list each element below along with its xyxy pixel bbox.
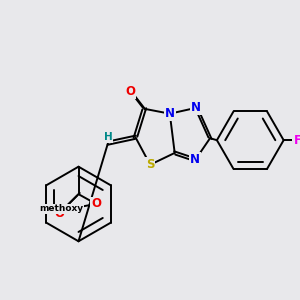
- Text: O: O: [54, 207, 64, 220]
- Text: H: H: [103, 132, 112, 142]
- Text: O: O: [125, 85, 136, 98]
- Text: O: O: [91, 197, 101, 211]
- Text: N: N: [165, 107, 175, 120]
- Text: N: N: [190, 153, 200, 166]
- Text: F: F: [293, 134, 300, 147]
- Text: N: N: [191, 101, 201, 114]
- Text: S: S: [146, 158, 154, 171]
- Text: methoxy: methoxy: [39, 204, 83, 213]
